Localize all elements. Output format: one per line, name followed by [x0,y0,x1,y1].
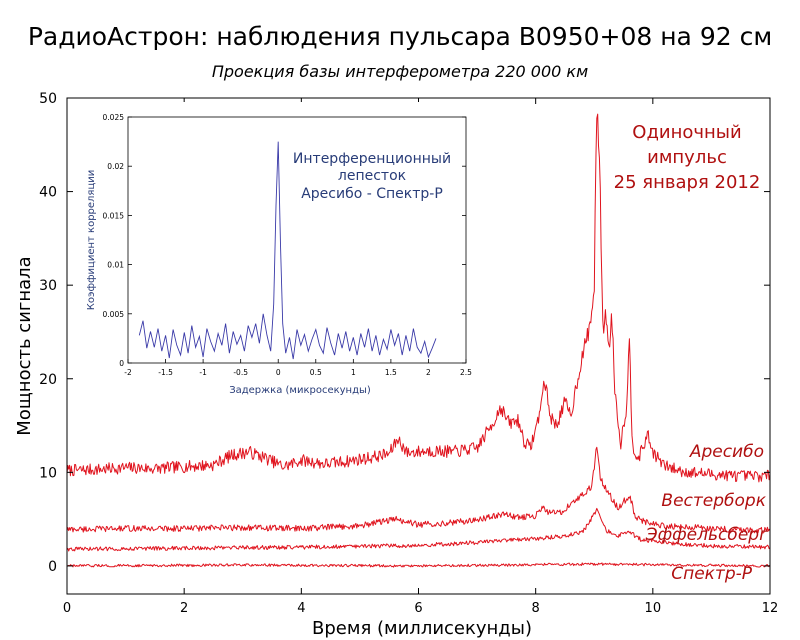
main-y-tick-label-20: 20 [39,372,57,388]
main-y-tick-label-10: 10 [39,465,57,481]
inset-y-tick-label-0-015: 0.015 [103,211,125,220]
inset-x-tick-label-0-5: -0.5 [233,368,248,377]
series-label-4: Спектр-Р [671,564,753,584]
pulse-annotation: Одиночный импульс 25 января 2012 [614,122,761,193]
main-y-tick-label-40: 40 [39,185,57,201]
inset-y-tick-label-0-025: 0.025 [103,113,125,122]
inset-x-tick-label-1-5: -1.5 [158,368,173,377]
main-y-tick-label-0: 0 [48,559,57,575]
series-label-3: Эффельсберг [645,525,768,545]
inset-x-tick-label-1: -1 [199,368,207,377]
main-y-tick-label-50: 50 [39,91,57,107]
inset-series-layer [138,141,437,360]
pulse-annotation-line-3: 25 января 2012 [614,172,761,193]
main-x-tick-label-8: 8 [532,601,540,616]
inset-y-tick-label-0-02: 0.02 [107,162,124,171]
main-y-axis-label: Мощность сигнала [14,256,35,435]
main-x-tick-label-10: 10 [645,601,662,616]
series-line-4 [66,562,771,568]
inset-x-tick-label-2-5: 2.5 [460,368,472,377]
inset-axes-layer: -2 -1.5 -1 -0.5 0 0.5 1 1.5 2 2.5 0 0.005 0.01 0.015 0… [103,113,473,377]
main-x-tick-label-2: 2 [180,601,188,616]
inset-annotation-line-1: Интерференционный [293,151,451,167]
main-x-tick-label-12: 12 [762,601,779,616]
main-series-layer: Аресибо Вестерборк Эффельсберг Спектр-Р [66,113,771,584]
inset-x-tick-label-0: 0 [276,368,281,377]
inset-background [80,102,480,408]
inset-x-tick-label-2: -2 [124,368,132,377]
main-x-tick-label-4: 4 [297,601,305,616]
inset-y-tick-label-0-005: 0.005 [103,310,125,319]
inset-y-axis-label: Коэффициент корреляции [86,170,97,311]
inset-x-tick-label-2: 2 [426,368,431,377]
chart-title: РадиоАстрон: наблюдения пульсара B0950+0… [27,22,773,51]
main-x-tick-label-0: 0 [63,601,71,616]
series-line-2 [66,446,771,534]
chart-subtitle: Проекция базы интерферометра 220 000 км [211,62,589,81]
series-line-1 [66,113,771,483]
series-label-2: Вестерборк [661,491,766,511]
inset-x-tick-label-1-5: 1.5 [385,368,397,377]
inset-x-tick-label-0-5: 0.5 [310,368,322,377]
inset-annotation: Интерференционный лепесток Аресибо - Спе… [293,151,451,202]
pulse-annotation-line-1: Одиночный [632,122,741,143]
inset-annotation-line-2: лепесток [338,168,406,184]
inset-y-tick-label-0-01: 0.01 [107,261,124,270]
main-x-axis-label: Время (миллисекунды) [312,618,532,639]
series-label-1: Аресибо [689,442,764,462]
main-y-tick-label-30: 30 [39,278,57,294]
inset-annotation-line-3: Аресибо - Спектр-Р [301,186,443,202]
inset-x-axis-label: Задержка (микросекунды) [229,385,371,396]
pulse-annotation-line-2: импульс [647,147,727,168]
inset-plot-frame [127,116,467,364]
inset-series-line-1 [138,141,437,360]
main-x-tick-label-6: 6 [414,601,422,616]
inset-y-tick-label-0: 0 [119,359,124,368]
series-line-3 [66,507,771,552]
inset-x-tick-label-1: 1 [351,368,356,377]
